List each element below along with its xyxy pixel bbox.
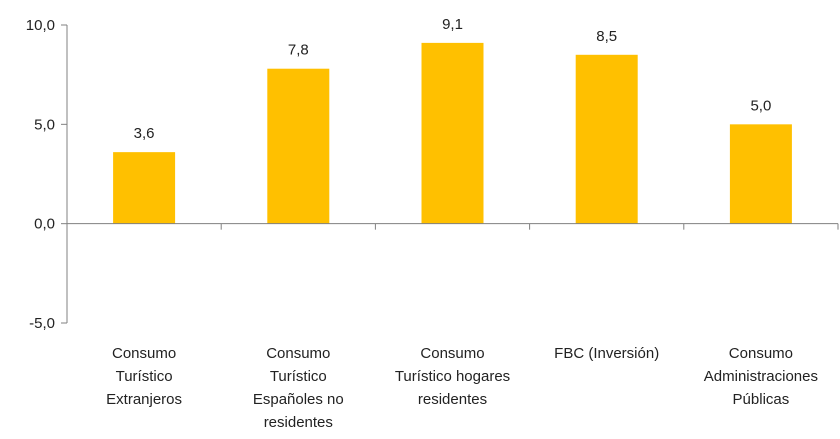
x-category-label-line: Españoles no: [253, 391, 344, 408]
x-category-label-line: Turístico: [270, 368, 327, 385]
x-category-label-line: Turístico hogares: [395, 368, 510, 385]
x-category-label-line: Públicas: [733, 391, 790, 408]
y-tick-label: -5,0: [29, 315, 55, 332]
x-category-label: Consumo Turístico hogares residentes: [395, 345, 510, 408]
x-category-label-line: Extranjeros: [106, 391, 182, 408]
x-category-label-line: Consumo: [112, 345, 176, 362]
x-category-label-line: Consumo: [729, 345, 793, 362]
x-category-label-line: FBC (Inversión): [554, 345, 659, 362]
x-category-label-line: residentes: [264, 414, 333, 431]
y-tick-label: 10,0: [26, 17, 55, 34]
x-axis: [67, 223, 839, 230]
x-category-label: FBC (Inversión): [554, 345, 659, 362]
x-category-label-line: Consumo: [420, 345, 484, 362]
data-label: 8,5: [596, 28, 617, 45]
data-label: 5,0: [750, 97, 771, 114]
x-category-label-line: Turístico: [116, 368, 173, 385]
y-axis: -5,0 0,0 5,0 10,0: [26, 17, 68, 332]
x-category-label-line: Consumo: [266, 345, 330, 362]
bar: [113, 152, 176, 224]
data-label: 9,1: [442, 16, 463, 33]
y-tick-label: 5,0: [34, 116, 55, 133]
x-category-label: Consumo Turístico Extranjeros: [106, 345, 182, 408]
y-tick-label: 0,0: [34, 216, 55, 233]
data-label: 7,8: [288, 42, 309, 59]
data-label: 3,6: [134, 125, 155, 142]
bars-group: 3,6 7,8 9,1 8,5 5,0: [113, 16, 792, 224]
bar: [575, 54, 638, 224]
category-labels: Consumo Turístico Extranjeros Consumo Turíst…: [106, 345, 818, 431]
bar: [267, 68, 330, 224]
x-category-label-line: Administraciones: [704, 368, 818, 385]
x-category-label: Consumo Administraciones Públicas: [704, 345, 818, 408]
bar: [421, 42, 484, 224]
x-category-label-line: residentes: [418, 391, 487, 408]
x-category-label: Consumo Turístico Españoles no residentes: [253, 345, 344, 431]
bar: [729, 124, 792, 224]
